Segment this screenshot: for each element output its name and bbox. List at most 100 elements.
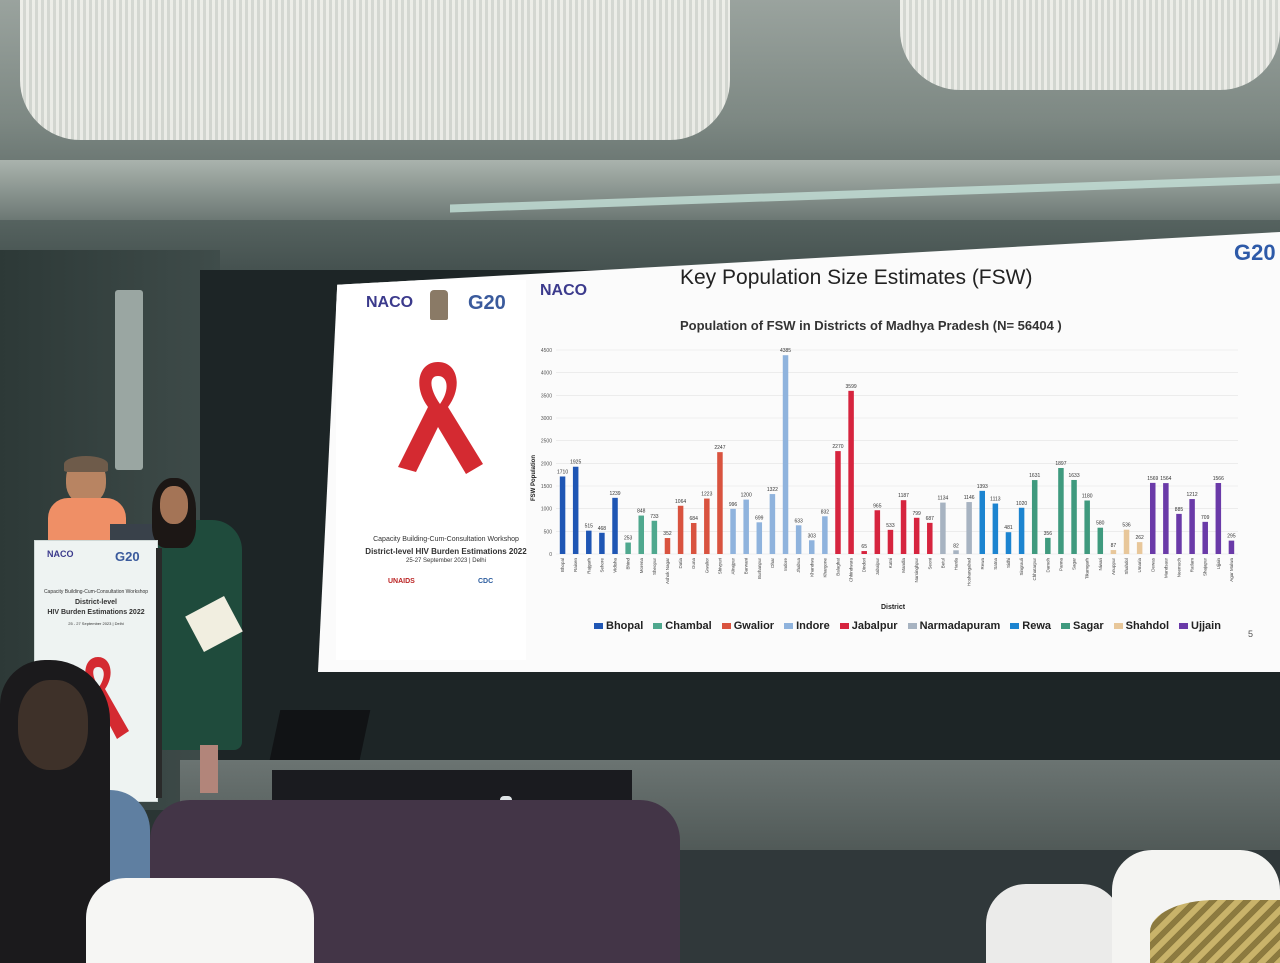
bar-chhindwara (848, 390, 854, 554)
y-tick-label: 4000 (541, 371, 552, 377)
workshop-name: Capacity Building-Cum-Consultation Works… (373, 536, 519, 543)
legend-label: Gwalior (733, 620, 775, 632)
bar-morena (638, 515, 645, 554)
bar-value-label: 1710 (557, 469, 568, 475)
y-tick-label: 3000 (541, 416, 552, 422)
legend-item-ujjain: Ujjain (1179, 620, 1221, 632)
bar-value-label: 1113 (990, 497, 1001, 503)
x-tick-label: Shivpuri (717, 558, 722, 574)
bar-chhatarpur (1031, 480, 1038, 554)
x-tick-label: Shahdol (1124, 558, 1129, 575)
x-tick-label: Singrauli (1019, 558, 1024, 576)
bar-rajgarh (586, 530, 592, 554)
chandelier-left (20, 0, 730, 140)
bar-indore (782, 355, 789, 554)
legend-item-gwalior: Gwalior (721, 620, 775, 632)
y-tick-label: 1500 (541, 484, 552, 490)
legend-label: Narmadapuram (919, 620, 1001, 632)
bar-barwani (743, 499, 749, 554)
bar-value-label: 1897 (1055, 461, 1066, 467)
x-tick-label: Hoshangabad (967, 558, 972, 587)
male-speaker-hair (64, 456, 108, 472)
chart-bars (559, 355, 1235, 554)
podium-naco-logo: NACO (47, 549, 74, 559)
bar-khargone (822, 516, 828, 554)
bar-value-label: 733 (650, 514, 659, 520)
bar-value-label: 1064 (675, 499, 686, 505)
x-tick-label: Raisen (573, 558, 578, 573)
bar-panna (1058, 468, 1064, 554)
x-tick-label: Alirajpur (731, 558, 736, 575)
white-chair (86, 878, 314, 963)
legend-swatch (1061, 623, 1071, 629)
cdc-logo: CDC (478, 578, 494, 585)
bar-value-label: 687 (926, 516, 935, 522)
bar-tikamgarh (1084, 500, 1090, 554)
bar-hoshangabad (966, 502, 972, 554)
bar-value-label: 1633 (1068, 473, 1079, 479)
x-tick-label: Katni (888, 558, 893, 568)
white-chair (986, 884, 1122, 963)
bar-mandsaur (1163, 483, 1169, 554)
bar-value-label: 709 (1201, 515, 1210, 521)
bar-khandwa (808, 540, 815, 554)
chart-gridlines (556, 349, 1238, 555)
slide-naco-logo: NACO (540, 282, 588, 299)
legend-swatch (721, 623, 731, 629)
bar-value-label: 965 (873, 503, 882, 509)
legend-swatch (653, 623, 663, 629)
bar-seoni (927, 522, 933, 554)
bar-value-label: 533 (886, 523, 895, 529)
bar-shajapur (1202, 521, 1208, 554)
bar-value-label: 1925 (570, 460, 581, 466)
x-tick-label: Dindori (862, 558, 867, 572)
bar-value-label: 87 (1111, 543, 1117, 549)
x-tick-label: Morena (639, 558, 644, 574)
bar-sheopur (651, 520, 658, 554)
x-tick-label: Khandwa (809, 558, 814, 577)
bar-mandla (900, 500, 907, 554)
red-ribbon-icon (398, 362, 483, 474)
bar-value-label: 536 (1122, 523, 1131, 529)
x-tick-label: Rajgarh (586, 558, 591, 574)
y-tick-label: 1000 (541, 507, 552, 513)
slide-left-panel: NACO G20 Capacity Building-Cum-Consultat… (336, 280, 527, 660)
legend-item-jabalpur: Jabalpur (839, 620, 898, 632)
national-emblem-icon (430, 290, 448, 320)
stage-monitor-speaker (269, 710, 371, 760)
legend-item-bhopal: Bhopal (594, 620, 643, 632)
bar-shahdol (1123, 529, 1130, 554)
legend-label: Bhopal (606, 620, 644, 632)
workshop-date: 25-27 September 2023 | Delhi (406, 558, 486, 564)
x-tick-label: Jhabua (796, 558, 801, 573)
legend-item-narmadapuram: Narmadapuram (907, 620, 1001, 632)
bar-value-label: 848 (637, 509, 646, 515)
bar-dewas (1149, 482, 1156, 554)
legend-item-shahdol: Shahdol (1113, 620, 1169, 632)
bar-narsinghpur (913, 517, 920, 554)
legend-item-indore: Indore (784, 620, 830, 632)
x-tick-label: Damoh (1045, 558, 1050, 573)
y-tick-label: 3500 (541, 393, 552, 399)
bar-value-label: 580 (1096, 521, 1105, 527)
x-tick-label: Bhopal (560, 558, 565, 572)
x-tick-label: Vidisha (613, 558, 618, 573)
x-tick-label: Bhind (626, 558, 631, 570)
bar-value-label: 1187 (898, 493, 909, 499)
x-tick-label: Agar Malwa (1229, 558, 1234, 582)
bar-burhanpur (756, 522, 763, 554)
x-tick-label: Sheopur (652, 558, 657, 576)
bar-value-label: 1212 (1187, 492, 1198, 498)
x-tick-label: Umaria (1137, 558, 1142, 573)
x-tick-label: Narsinghpur (914, 558, 919, 583)
bar-vidisha (612, 497, 618, 554)
bar-value-label: 3599 (846, 384, 857, 390)
bar-value-label: 885 (1175, 507, 1184, 513)
bar-harda (953, 550, 959, 554)
y-tick-label: 2000 (541, 461, 552, 467)
bar-value-label: 468 (598, 526, 607, 532)
bar-dindori (861, 551, 867, 554)
x-tick-label: Datia (678, 558, 683, 569)
legend-swatch (1179, 623, 1188, 629)
g20-logo: G20 (468, 292, 506, 314)
